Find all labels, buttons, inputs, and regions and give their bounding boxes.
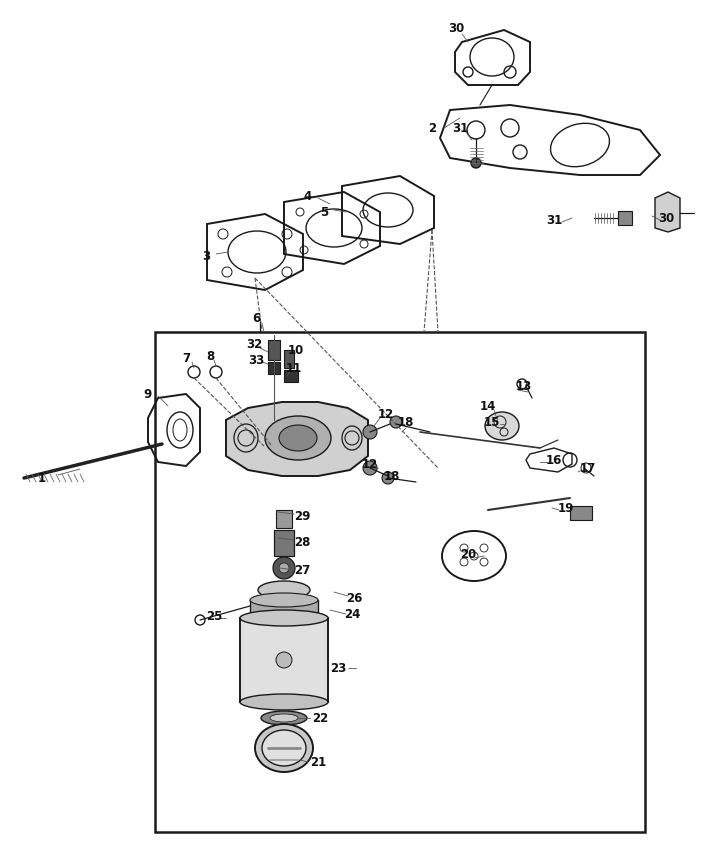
Ellipse shape	[485, 412, 519, 440]
Text: 22: 22	[312, 711, 328, 724]
Text: 30: 30	[658, 212, 674, 225]
Bar	[155, 332, 645, 832]
Text: 25: 25	[206, 610, 222, 623]
Ellipse shape	[250, 593, 318, 607]
Text: 20: 20	[460, 548, 476, 561]
Bar	[284, 350, 294, 368]
Text: 12: 12	[362, 457, 378, 470]
Text: 32: 32	[246, 338, 262, 350]
Text: 31: 31	[546, 214, 562, 226]
Text: 21: 21	[310, 755, 326, 769]
Text: 17: 17	[580, 461, 596, 474]
Ellipse shape	[270, 714, 298, 722]
Text: 18: 18	[384, 469, 400, 482]
Text: 3: 3	[202, 250, 210, 263]
Text: 31: 31	[452, 121, 468, 134]
Text: 29: 29	[294, 510, 310, 523]
Ellipse shape	[240, 610, 328, 626]
Ellipse shape	[258, 581, 310, 599]
Text: 26: 26	[346, 592, 362, 604]
Text: 24: 24	[344, 608, 360, 621]
Text: 16: 16	[546, 454, 562, 467]
Text: 4: 4	[304, 189, 312, 202]
Bar	[268, 340, 280, 360]
Text: 6: 6	[252, 312, 260, 325]
Ellipse shape	[262, 730, 306, 766]
Bar	[570, 506, 592, 520]
Text: 7: 7	[182, 351, 190, 364]
Circle shape	[279, 563, 289, 573]
Text: 12: 12	[378, 407, 394, 420]
Text: 8: 8	[206, 350, 214, 362]
Bar	[268, 362, 280, 374]
Ellipse shape	[261, 711, 307, 725]
Text: 30: 30	[448, 22, 464, 34]
Bar	[618, 211, 632, 225]
Ellipse shape	[240, 694, 328, 710]
Text: 5: 5	[320, 206, 328, 219]
Text: 27: 27	[294, 563, 310, 577]
Text: 33: 33	[248, 354, 264, 367]
Text: 13: 13	[516, 380, 532, 393]
Text: 9: 9	[144, 387, 152, 400]
Text: 11: 11	[286, 362, 302, 375]
Text: 14: 14	[480, 400, 496, 412]
Text: 23: 23	[330, 661, 346, 674]
Bar	[284, 370, 298, 382]
Text: 10: 10	[288, 344, 304, 356]
Text: 28: 28	[294, 536, 310, 548]
Text: 15: 15	[484, 416, 500, 429]
Circle shape	[382, 472, 394, 484]
Circle shape	[363, 425, 377, 439]
Ellipse shape	[255, 724, 313, 772]
Text: 18: 18	[398, 416, 414, 429]
Circle shape	[273, 557, 295, 579]
Bar	[276, 510, 292, 528]
Text: 2: 2	[428, 121, 436, 134]
Bar	[250, 600, 318, 618]
Circle shape	[363, 461, 377, 475]
Ellipse shape	[279, 425, 317, 451]
Polygon shape	[226, 402, 368, 476]
Text: 19: 19	[558, 501, 574, 515]
Ellipse shape	[265, 416, 331, 460]
Circle shape	[471, 158, 481, 168]
Polygon shape	[655, 192, 680, 232]
Bar	[240, 618, 328, 702]
Circle shape	[390, 416, 402, 428]
Circle shape	[276, 652, 292, 668]
Bar	[274, 530, 294, 556]
Text: 1: 1	[38, 472, 46, 485]
